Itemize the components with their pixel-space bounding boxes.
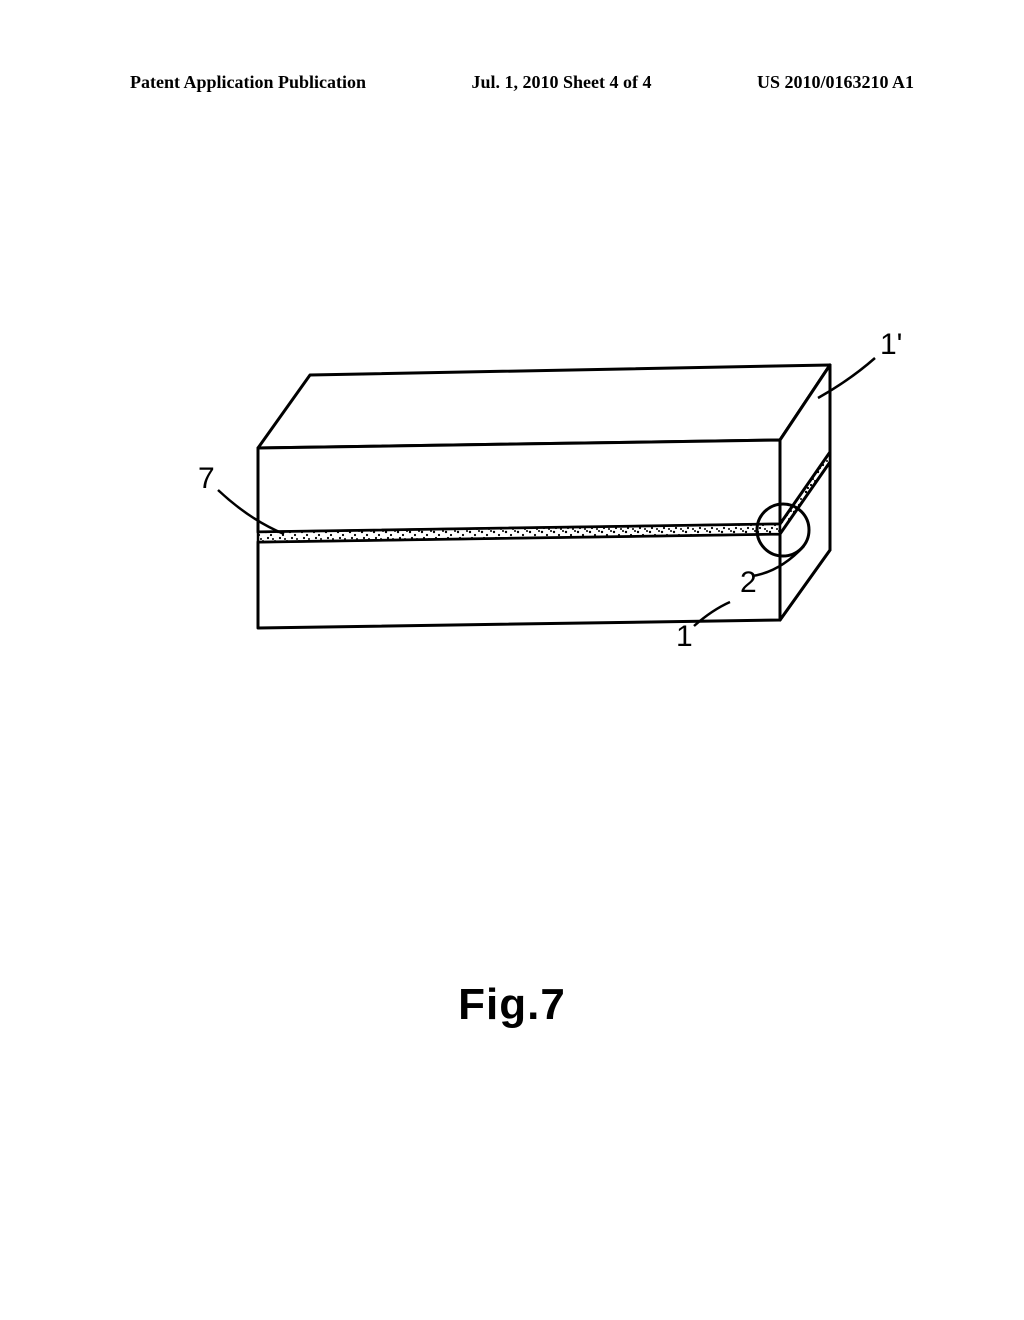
callout-7: 7 [198,462,215,495]
box-front-lower [258,534,780,628]
box-top [258,365,830,448]
figure-label: Fig.7 [0,980,1024,1030]
callout-1: 1 [676,620,693,653]
header-right: US 2010/0163210 A1 [757,72,914,93]
box-front-upper [258,440,780,532]
figure-svg: 1' 7 2 1 [0,280,1024,780]
header-left: Patent Application Publication [130,72,366,93]
header-center: Jul. 1, 2010 Sheet 4 of 4 [472,72,652,93]
figure-7: 1' 7 2 1 Fig.7 [0,280,1024,980]
callout-1prime: 1' [880,328,902,361]
page-header: Patent Application Publication Jul. 1, 2… [0,72,1024,93]
callout-2: 2 [740,566,757,599]
